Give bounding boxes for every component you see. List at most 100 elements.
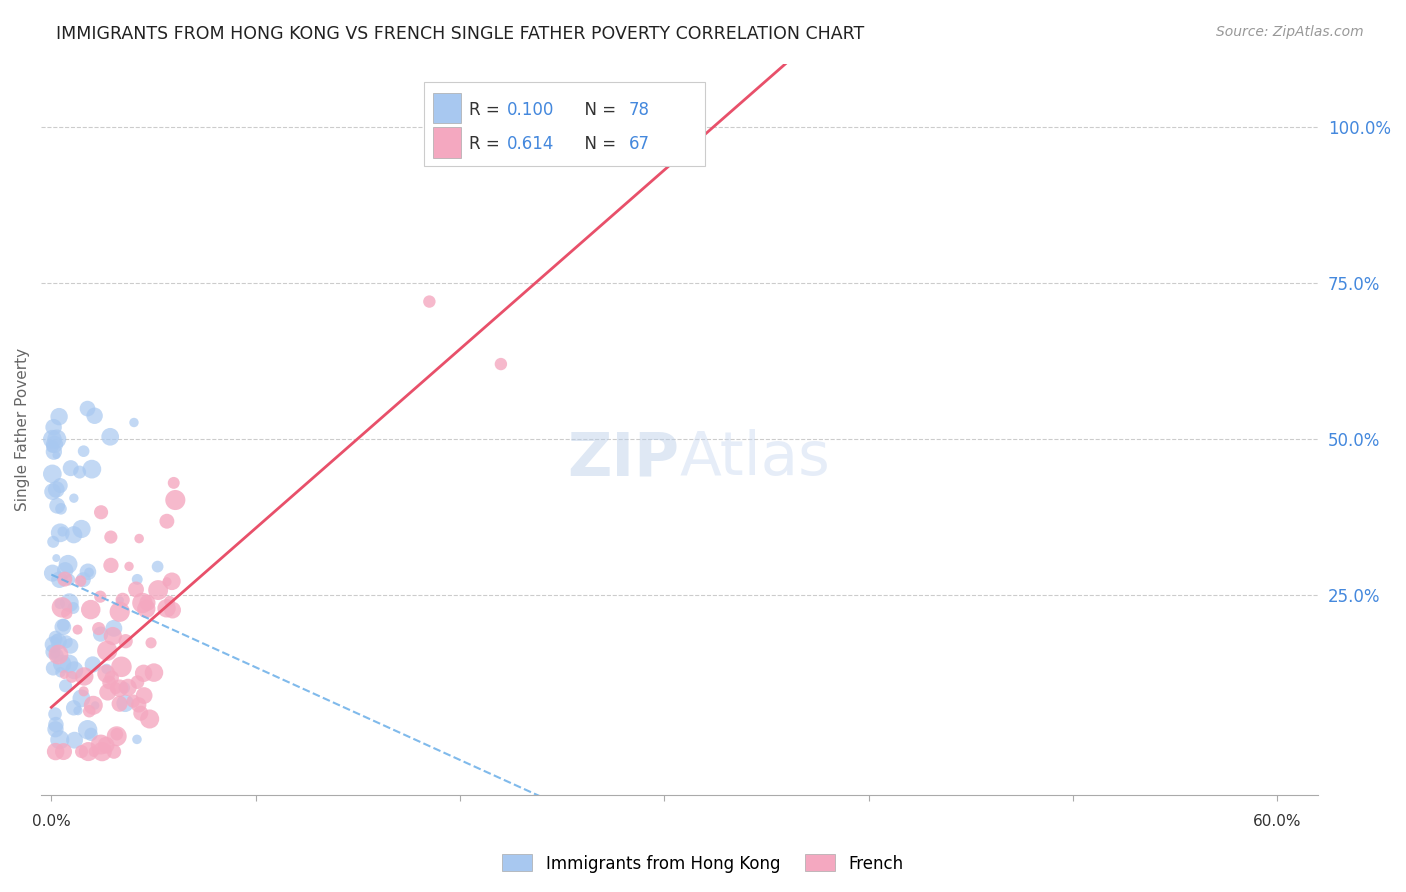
FancyBboxPatch shape: [425, 82, 706, 167]
Point: [83, 745, 105, 759]
Point: [138, 712, 160, 726]
Y-axis label: Single Father Poverty: Single Father Poverty: [15, 348, 30, 511]
Legend: Immigrants from Hong Kong, French: Immigrants from Hong Kong, French: [496, 847, 910, 880]
Point: [62, 601, 84, 615]
Point: [90, 627, 112, 641]
Point: [83, 409, 105, 423]
Point: [42, 645, 65, 659]
Point: [90, 738, 112, 752]
Point: [44, 437, 66, 451]
Point: [51, 524, 73, 539]
Point: [108, 605, 131, 619]
Point: [128, 532, 150, 546]
Point: [104, 681, 127, 695]
Point: [103, 621, 125, 635]
Point: [52, 618, 75, 632]
Point: [42, 534, 65, 549]
Point: [45, 717, 67, 731]
Point: [51, 657, 73, 671]
Point: [84, 698, 107, 713]
Point: [72, 684, 94, 698]
Point: [80, 602, 103, 616]
Text: Source: ZipAtlas.com: Source: ZipAtlas.com: [1216, 25, 1364, 39]
Point: [77, 745, 100, 759]
Text: R =: R =: [470, 136, 505, 153]
Point: [127, 675, 149, 690]
Point: [49, 597, 72, 611]
Point: [63, 663, 86, 677]
Point: [45, 448, 67, 462]
Point: [91, 745, 114, 759]
Point: [155, 601, 177, 615]
Point: [162, 603, 184, 617]
Point: [489, 357, 512, 371]
Point: [87, 622, 110, 636]
Point: [76, 401, 98, 416]
Point: [49, 732, 72, 747]
Point: [58, 596, 80, 610]
Point: [96, 662, 118, 676]
Point: [156, 574, 179, 589]
Point: [111, 592, 134, 607]
Point: [143, 665, 166, 680]
Text: IMMIGRANTS FROM HONG KONG VS FRENCH SINGLE FATHER POVERTY CORRELATION CHART: IMMIGRANTS FROM HONG KONG VS FRENCH SING…: [56, 25, 865, 43]
Text: 67: 67: [628, 136, 650, 153]
Text: R =: R =: [470, 101, 505, 120]
Point: [45, 432, 67, 446]
Point: [160, 574, 183, 589]
Point: [58, 573, 80, 587]
Point: [131, 596, 153, 610]
Point: [45, 551, 67, 566]
Point: [114, 696, 136, 710]
Point: [69, 465, 91, 479]
Point: [56, 558, 79, 572]
Point: [44, 707, 66, 722]
Point: [72, 444, 94, 458]
Point: [41, 484, 63, 499]
Point: [60, 670, 83, 684]
Point: [63, 733, 86, 747]
Point: [52, 745, 75, 759]
Point: [45, 745, 67, 759]
Point: [77, 565, 100, 579]
Point: [112, 681, 135, 695]
Point: [156, 514, 179, 528]
Point: [73, 669, 96, 683]
Point: [82, 698, 104, 713]
Point: [66, 704, 89, 718]
Point: [62, 527, 84, 541]
Point: [82, 657, 104, 672]
Point: [70, 522, 93, 536]
Point: [76, 723, 98, 737]
Text: 78: 78: [628, 101, 650, 120]
Point: [108, 697, 131, 711]
Point: [49, 665, 72, 680]
Text: N =: N =: [574, 101, 621, 120]
Point: [42, 420, 65, 434]
Point: [100, 530, 122, 544]
Point: [80, 462, 103, 476]
Point: [110, 660, 132, 674]
Point: [58, 657, 80, 671]
Text: 0.100: 0.100: [508, 101, 554, 120]
Point: [44, 646, 66, 660]
Bar: [433, 127, 461, 158]
Point: [62, 701, 84, 715]
Point: [96, 644, 118, 658]
Point: [44, 723, 66, 737]
Point: [114, 634, 136, 648]
Point: [44, 631, 66, 645]
Point: [55, 679, 77, 693]
Point: [98, 430, 121, 444]
Text: N =: N =: [574, 136, 621, 153]
Point: [135, 602, 157, 616]
Point: [59, 639, 82, 653]
Point: [146, 559, 169, 574]
Point: [53, 572, 76, 586]
Point: [159, 594, 181, 608]
Point: [45, 483, 67, 497]
Point: [128, 698, 150, 712]
Point: [96, 666, 118, 681]
Point: [53, 667, 76, 681]
Point: [59, 461, 82, 475]
